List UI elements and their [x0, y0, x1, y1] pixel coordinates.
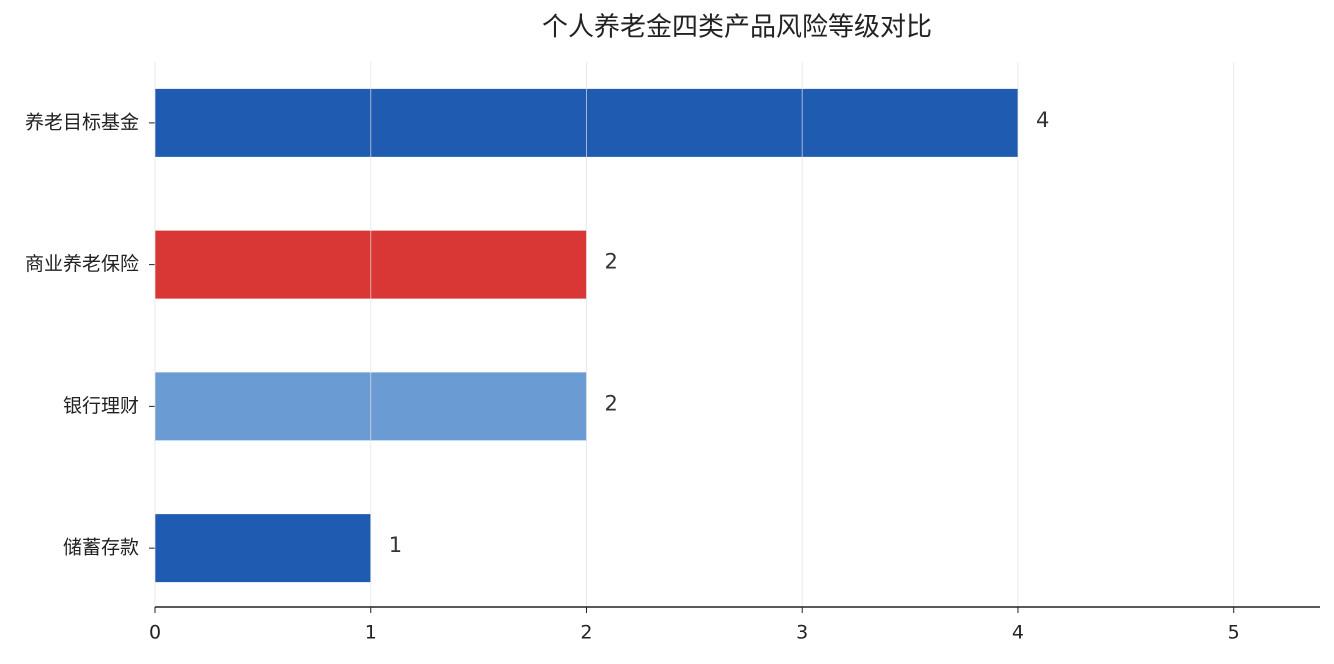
- data-label: 1: [389, 533, 402, 557]
- x-tick-label: 5: [1228, 622, 1240, 644]
- data-label: 2: [604, 391, 617, 415]
- chart-title: 个人养老金四类产品风险等级对比: [542, 13, 932, 43]
- x-tick-label: 1: [365, 622, 377, 644]
- y-tick-label: 银行理财: [63, 395, 139, 417]
- x-tick-label: 0: [149, 622, 161, 644]
- data-label: 4: [1036, 108, 1049, 132]
- data-label: 2: [604, 250, 617, 274]
- y-tick-label: 养老目标基金: [25, 111, 139, 133]
- x-tick-label: 4: [1012, 622, 1024, 644]
- y-tick-label: 商业养老保险: [25, 253, 139, 275]
- y-tick-label: 储蓄存款: [63, 537, 139, 559]
- bar: [155, 514, 371, 583]
- x-tick-label: 3: [796, 622, 808, 644]
- x-tick-label: 2: [580, 622, 592, 644]
